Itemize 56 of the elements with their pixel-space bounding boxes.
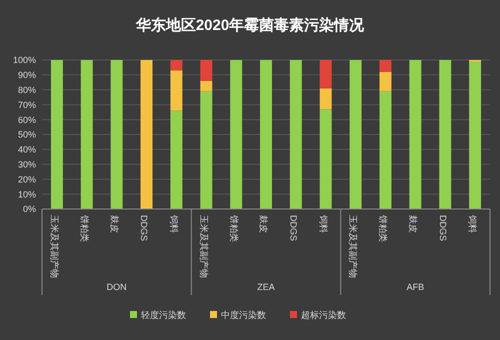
x-tick-label: 玉米及其副产物 (50, 215, 60, 278)
bar (230, 60, 242, 209)
bar (50, 60, 63, 209)
bar (110, 60, 123, 209)
bar (200, 80, 212, 92)
bar (200, 60, 212, 81)
y-tick-label: 30% (18, 159, 36, 170)
bar (320, 88, 332, 110)
y-tick-label: 40% (18, 144, 36, 155)
x-tick-label: DDGS (139, 215, 150, 242)
y-tick-label: 60% (18, 114, 36, 125)
y-tick-label: 100% (12, 55, 36, 66)
bar (170, 70, 182, 111)
bar (200, 91, 212, 209)
bar (379, 91, 392, 209)
text: AFB (406, 282, 424, 292)
bar (379, 72, 392, 92)
y-tick-label: 10% (18, 189, 36, 200)
x-tick-label: 饲料 (318, 214, 328, 233)
text: DON (106, 282, 127, 292)
y-tick-label: 0% (22, 204, 36, 214)
bar (80, 60, 93, 209)
bar (260, 60, 272, 209)
y-tick-label: 70% (18, 100, 36, 110)
x-tick-label: 饼粕类 (378, 214, 388, 242)
bar (350, 60, 362, 209)
x-tick-label: 麸皮 (408, 215, 418, 233)
chart-title: 华东地区2020年霉菌毒素污染情况 (134, 16, 366, 34)
y-tick-label: 90% (18, 70, 36, 80)
legend-label: 轻度污染数 (141, 310, 186, 320)
x-tick-label: 饼粕类 (228, 214, 239, 242)
x-tick-label: 饼粕类 (79, 214, 90, 242)
y-tick-label: 20% (18, 174, 36, 184)
x-tick-label: 饲料 (169, 214, 180, 233)
bar (290, 60, 302, 209)
bar (320, 109, 332, 209)
x-tick-label: 玉米及其副产物 (348, 215, 358, 278)
x-tick-label: DDGS (438, 215, 448, 242)
text: ZEA (257, 282, 275, 292)
y-tick-label: 80% (18, 84, 36, 95)
y-tick-label: 50% (18, 130, 36, 140)
x-tick-label: DDGS (288, 215, 298, 242)
bar (469, 61, 482, 209)
x-tick-label: 饲料 (468, 214, 478, 233)
bar (140, 60, 153, 209)
bar (379, 60, 392, 72)
bar (439, 60, 452, 209)
bar (170, 110, 182, 209)
x-tick-label: 麸皮 (258, 215, 269, 233)
bar (320, 60, 332, 88)
x-tick-label: 麸皮 (109, 215, 120, 233)
bar (170, 60, 182, 70)
legend-label: 中度污染数 (221, 310, 266, 320)
x-tick-label: 玉米及其副产物 (198, 215, 209, 278)
bar (409, 60, 422, 209)
legend-label: 超标污染数 (301, 310, 346, 320)
